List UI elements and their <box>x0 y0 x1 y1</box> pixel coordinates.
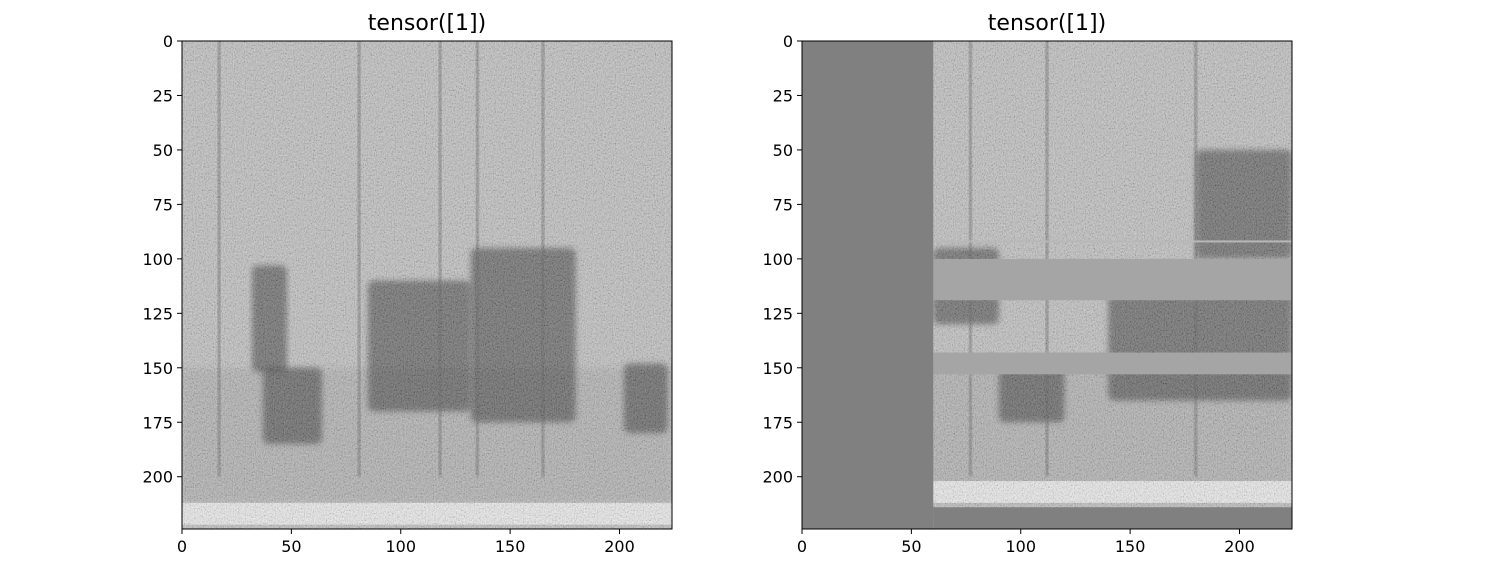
x-tick-label: 150 <box>495 537 526 556</box>
y-tick-label: 175 <box>142 413 173 432</box>
y-axis-augmented: 0 25 50 75 100 125 150 175 200 <box>762 32 802 487</box>
y-tick-label: 25 <box>153 86 173 105</box>
y-tick-label: 0 <box>163 32 173 51</box>
time-shift-fill <box>802 41 934 529</box>
spectrogram-panel-original: 0 50 100 150 200 0 25 50 75 100 125 150 175 200 tens… <box>142 11 673 556</box>
y-tick-label: 150 <box>762 359 793 378</box>
y-tick-label: 0 <box>783 32 793 51</box>
x-tick-label: 0 <box>177 537 187 556</box>
y-tick-label: 175 <box>762 413 793 432</box>
chart-title-augmented: tensor([1]) <box>988 11 1106 36</box>
y-tick-label: 100 <box>142 250 173 269</box>
y-tick-label: 150 <box>142 359 173 378</box>
y-axis-original: 0 25 50 75 100 125 150 175 200 <box>142 32 182 487</box>
y-tick-label: 75 <box>153 195 173 214</box>
y-tick-label: 50 <box>773 141 793 160</box>
x-tick-label: 100 <box>385 537 416 556</box>
x-tick-label: 150 <box>1115 537 1146 556</box>
x-axis-original: 0 50 100 150 200 <box>177 529 635 556</box>
y-tick-label: 75 <box>773 195 793 214</box>
y-tick-label: 125 <box>762 304 793 323</box>
axes-frame-original <box>181 40 673 530</box>
axes-frame-augmented <box>801 40 1293 530</box>
y-tick-label: 200 <box>762 468 793 487</box>
x-tick-label: 50 <box>281 537 301 556</box>
y-tick-label: 200 <box>142 468 173 487</box>
y-tick-label: 100 <box>762 250 793 269</box>
chart-title-original: tensor([1]) <box>368 11 486 36</box>
noise-texture <box>182 41 672 529</box>
x-tick-label: 200 <box>1224 537 1255 556</box>
x-tick-label: 50 <box>901 537 921 556</box>
frequency-mask <box>933 258 1292 301</box>
spectrogram-image-original <box>182 41 672 529</box>
x-tick-label: 0 <box>797 537 807 556</box>
frequency-mask <box>933 352 1292 375</box>
y-tick-label: 25 <box>773 86 793 105</box>
x-tick-label: 200 <box>604 537 635 556</box>
bottom-fill <box>933 507 1292 529</box>
spectrogram-image-augmented <box>802 41 1292 529</box>
thin-mask-line <box>933 240 1292 243</box>
x-axis-augmented: 0 50 100 150 200 <box>797 529 1255 556</box>
y-tick-label: 125 <box>142 304 173 323</box>
x-tick-label: 100 <box>1005 537 1036 556</box>
spectrogram-panel-augmented: 0 50 100 150 200 0 25 50 75 100 125 150 175 200 tens… <box>762 11 1293 556</box>
y-tick-label: 50 <box>153 141 173 160</box>
